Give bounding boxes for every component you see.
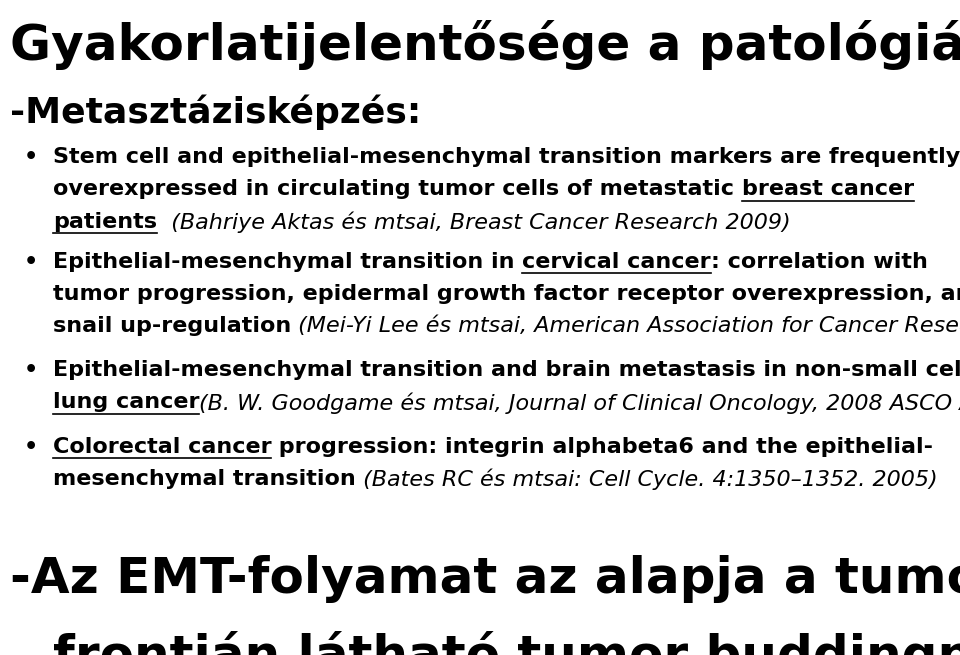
Text: (B. W. Goodgame és mtsai, Journal of Clinical Oncology, 2008 ASCO Annual Meeting: (B. W. Goodgame és mtsai, Journal of Cli… bbox=[200, 392, 960, 414]
Text: tumor progression, epidermal growth factor receptor overexpression, and: tumor progression, epidermal growth fact… bbox=[53, 284, 960, 304]
Text: frontján látható tumor buddingnak.: frontján látható tumor buddingnak. bbox=[53, 631, 960, 655]
Text: lung cancer: lung cancer bbox=[53, 392, 200, 413]
Text: cervical cancer: cervical cancer bbox=[522, 252, 710, 272]
Text: •: • bbox=[24, 437, 38, 457]
Text: Epithelial-mesenchymal transition in: Epithelial-mesenchymal transition in bbox=[53, 252, 522, 272]
Text: overexpressed in circulating tumor cells of metastatic: overexpressed in circulating tumor cells… bbox=[53, 179, 741, 199]
Text: -Az EMT-folyamat az alapja a tumor invazív: -Az EMT-folyamat az alapja a tumor invaz… bbox=[10, 553, 960, 603]
Text: (Mei-Yi Lee és mtsai, American Association for Cancer Research 2008): (Mei-Yi Lee és mtsai, American Associati… bbox=[291, 316, 960, 336]
Text: patients: patients bbox=[53, 212, 156, 231]
Text: •: • bbox=[24, 252, 38, 272]
Text: breast cancer: breast cancer bbox=[741, 179, 914, 199]
Text: •: • bbox=[24, 360, 38, 381]
Text: progression: integrin alphabeta6 and the epithelial-: progression: integrin alphabeta6 and the… bbox=[272, 437, 933, 457]
Text: snail up-regulation: snail up-regulation bbox=[53, 316, 291, 336]
Text: Stem cell and epithelial-mesenchymal transition markers are frequently: Stem cell and epithelial-mesenchymal tra… bbox=[53, 147, 960, 168]
Text: (Bahriye Aktas és mtsai, Breast Cancer Research 2009): (Bahriye Aktas és mtsai, Breast Cancer R… bbox=[156, 212, 790, 233]
Text: Colorectal cancer: Colorectal cancer bbox=[53, 437, 272, 457]
Text: Gyakorlatijelentősége a patológiában: Gyakorlatijelentősége a patológiában bbox=[10, 20, 960, 69]
Text: •: • bbox=[24, 147, 38, 168]
Text: -Metasztázisképzés:: -Metasztázisképzés: bbox=[10, 95, 420, 130]
Text: (Bates RC és mtsai: Cell Cycle. 4:1350–1352. 2005): (Bates RC és mtsai: Cell Cycle. 4:1350–1… bbox=[355, 469, 937, 491]
Text: : correlation with: : correlation with bbox=[710, 252, 927, 272]
Text: Epithelial-mesenchymal transition and brain metastasis in non-small cell: Epithelial-mesenchymal transition and br… bbox=[53, 360, 960, 381]
Text: mesenchymal transition: mesenchymal transition bbox=[53, 469, 355, 489]
